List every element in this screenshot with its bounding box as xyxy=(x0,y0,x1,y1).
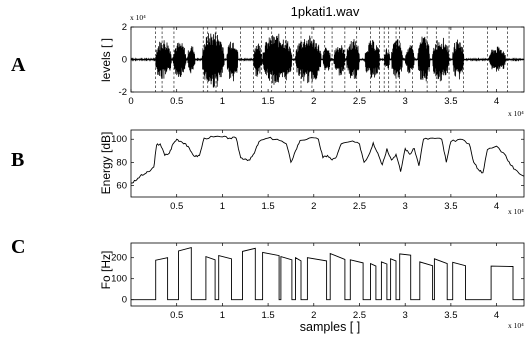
x-axis-label: samples [ ] xyxy=(300,320,360,334)
panel-c-ylabel: Fo [Hz] xyxy=(99,251,113,290)
panel-b-x-tick-label: 2 xyxy=(311,201,316,212)
panel-b-x-tick-label: 3.5 xyxy=(444,201,457,212)
panel-b-x-tick-label: 0.5 xyxy=(170,201,183,212)
panel-b-energy: 0.5 1 1.5 2 2.5 3 3.5 4 60 80 100 xyxy=(111,129,525,212)
panel-b-x-tick-label: 1.5 xyxy=(261,201,274,212)
panel-b-energy-line xyxy=(130,135,525,184)
panel-a-y-tick-label: -2 xyxy=(119,87,127,98)
panel-a-ylabel: levels [ ] xyxy=(99,38,113,82)
panel-a-x-tick-label: 1 xyxy=(220,96,225,107)
panel-a-x-tick-label: 1.5 xyxy=(261,96,274,107)
panel-c-x-tick-label: 1.5 xyxy=(261,310,274,321)
panel-letter-a: A xyxy=(11,54,26,76)
panel-a-x-tick-label: 2.5 xyxy=(353,96,366,107)
panel-b-x-tick-label: 4 xyxy=(494,201,499,212)
panel-c-y-tick-label: 0 xyxy=(122,295,127,306)
panel-b-y-tick-label: 80 xyxy=(116,157,127,168)
panel-a-x-scale-note: x 10⁴ xyxy=(508,109,524,118)
panel-b-ylabel: Energy [dB] xyxy=(99,132,113,195)
panel-c-x-tick-label: 2.5 xyxy=(353,310,366,321)
panel-c-y-tick-label: 100 xyxy=(111,274,127,285)
panel-a-waveform: 0 0.5 1 1.5 2 2.5 3 3.5 4-202 xyxy=(119,22,525,107)
panel-a-x-tick-label: 3 xyxy=(403,96,408,107)
panel-c-x-tick-label: 1 xyxy=(220,310,225,321)
panel-b-axes-frame xyxy=(130,129,525,198)
panel-c-x-tick-label: 0.5 xyxy=(170,310,183,321)
panel-c-x-tick-label: 2 xyxy=(311,310,316,321)
panel-a-x-tick-label: 0 xyxy=(128,96,133,107)
panel-b-x-tick-label: 3 xyxy=(403,201,408,212)
panel-c-y-tick-label: 200 xyxy=(111,253,127,264)
panel-b-y-tick-label: 60 xyxy=(116,180,127,191)
panel-letter-c: C xyxy=(11,236,25,258)
panel-c-axes-frame xyxy=(130,242,525,307)
figure-title: 1pkati1.wav xyxy=(291,4,360,19)
panel-a-x-tick-label: 4 xyxy=(494,96,499,107)
panel-a-y-tick-label: 0 xyxy=(122,55,127,66)
panel-b-x-tick-label: 1 xyxy=(220,201,225,212)
panel-c-pitch: 0.5 1 1.5 2 2.5 3 3.5 4 0 100 200 xyxy=(111,242,525,321)
panel-c-x-tick-label: 3 xyxy=(403,310,408,321)
panel-c-x-tick-label: 4 xyxy=(494,310,499,321)
panel-b-x-scale-note: x 10⁴ xyxy=(508,207,524,216)
panel-a-x-tick-label: 0.5 xyxy=(170,96,183,107)
panel-c-x-scale-note: x 10⁴ xyxy=(508,321,524,330)
panel-b-y-tick-label: 100 xyxy=(111,134,127,145)
panel-b-x-tick-label: 2.5 xyxy=(353,201,366,212)
panel-c-f0-line xyxy=(131,247,524,301)
panel-c-x-tick-label: 3.5 xyxy=(444,310,457,321)
panel-a-x-tick-label: 3.5 xyxy=(444,96,457,107)
panel-a-waveform-line xyxy=(130,32,525,88)
panel-a-y-tick-label: 2 xyxy=(122,22,127,33)
panel-a-x-tick-label: 2 xyxy=(311,96,316,107)
panel-letter-b: B xyxy=(11,149,24,171)
panel-a-y-scale-note: x 10⁴ xyxy=(130,13,146,22)
